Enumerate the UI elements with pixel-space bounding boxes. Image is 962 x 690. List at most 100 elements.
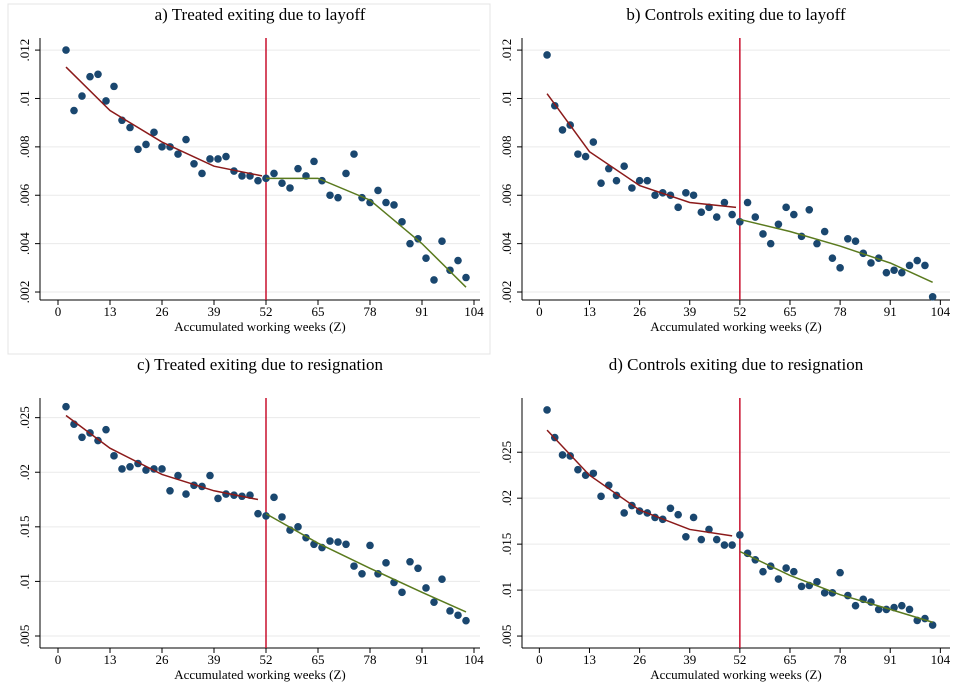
data-point — [774, 575, 783, 583]
x-tick-label: 91 — [884, 304, 897, 319]
data-point — [222, 152, 230, 161]
data-point — [728, 541, 736, 549]
x-tick-label: 13 — [583, 304, 596, 319]
x-tick-label: 78 — [364, 304, 377, 319]
data-point — [790, 210, 798, 219]
data-point — [398, 218, 406, 226]
data-point — [928, 293, 937, 301]
fit-line — [739, 550, 933, 623]
data-point — [712, 535, 721, 544]
data-point — [190, 159, 198, 168]
fit-line — [266, 177, 467, 288]
data-point — [446, 607, 454, 615]
y-tick-label: .002 — [17, 281, 32, 304]
x-tick-label: 104 — [931, 304, 951, 319]
data-point — [126, 462, 134, 471]
panel-title: c) Treated exiting due to resignation — [137, 355, 383, 374]
data-point — [574, 465, 582, 474]
data-point — [86, 72, 94, 81]
data-point — [697, 535, 706, 544]
y-tick-label: .015 — [499, 533, 514, 556]
y-tick-label: .006 — [17, 183, 32, 206]
x-axis-label: Accumulated working weeks (Z) — [174, 667, 345, 682]
data-point — [643, 176, 652, 185]
fit-line — [546, 93, 737, 209]
data-point — [238, 172, 246, 180]
x-tick-label: 26 — [633, 304, 647, 319]
data-point — [581, 471, 590, 480]
data-point — [736, 218, 744, 226]
data-point — [438, 237, 446, 246]
y-tick-label: .008 — [17, 135, 32, 158]
data-point — [398, 588, 406, 597]
data-point — [581, 152, 590, 161]
y-tick-label: .012 — [17, 39, 32, 62]
data-point — [612, 176, 621, 185]
data-point — [543, 406, 551, 414]
x-axis-label: Accumulated working weeks (Z) — [650, 319, 821, 334]
data-point — [890, 266, 898, 275]
x-tick-label: 78 — [364, 652, 377, 667]
data-point — [574, 150, 582, 158]
panel-title: a) Treated exiting due to layoff — [155, 5, 366, 24]
data-point — [382, 198, 390, 207]
data-point — [462, 616, 470, 625]
data-point — [382, 559, 390, 567]
data-point — [851, 237, 860, 246]
data-point — [720, 198, 729, 207]
data-point — [166, 486, 174, 495]
data-point — [214, 155, 222, 163]
fit-line — [546, 429, 733, 537]
data-point — [406, 557, 414, 566]
data-point — [206, 155, 214, 163]
y-tick-label: .002 — [499, 281, 514, 304]
data-point — [543, 51, 551, 59]
data-point — [682, 189, 690, 197]
y-tick-label: .02 — [17, 464, 32, 480]
x-tick-label: 52 — [733, 304, 746, 319]
data-point — [342, 169, 350, 178]
x-tick-label: 13 — [583, 652, 596, 667]
data-point — [366, 541, 374, 550]
fit-line — [739, 218, 933, 284]
x-tick-label: 39 — [683, 304, 696, 319]
data-point — [728, 210, 736, 219]
data-point — [270, 493, 278, 502]
fit-line — [65, 414, 259, 501]
x-tick-label: 0 — [55, 652, 62, 667]
y-tick-label: .015 — [17, 515, 32, 538]
data-point — [913, 256, 922, 265]
data-point — [78, 92, 86, 100]
data-point — [358, 569, 366, 578]
data-point — [206, 471, 214, 480]
data-point — [666, 504, 675, 513]
data-point — [766, 239, 775, 248]
data-point — [350, 150, 358, 158]
x-tick-label: 91 — [416, 652, 429, 667]
y-tick-label: .01 — [499, 90, 514, 106]
y-tick-label: .004 — [17, 232, 32, 255]
data-point — [651, 191, 659, 200]
fit-line — [65, 66, 263, 177]
data-point — [126, 123, 134, 132]
data-point — [813, 239, 821, 248]
data-point — [374, 186, 382, 195]
data-point — [70, 106, 78, 115]
data-point — [751, 213, 760, 221]
data-point — [182, 135, 190, 144]
data-point — [820, 227, 829, 236]
data-point — [782, 564, 790, 572]
data-point — [94, 70, 102, 79]
x-tick-label: 52 — [733, 652, 746, 667]
x-tick-label: 13 — [104, 304, 117, 319]
data-point — [597, 179, 605, 187]
y-tick-label: .012 — [499, 39, 514, 62]
x-tick-label: 39 — [683, 652, 696, 667]
x-tick-label: 104 — [464, 652, 484, 667]
panel-title: d) Controls exiting due to resignation — [609, 355, 864, 374]
y-tick-label: .01 — [17, 90, 32, 106]
data-point — [743, 549, 752, 558]
y-tick-label: .004 — [499, 232, 514, 255]
data-point — [774, 220, 783, 229]
data-point — [326, 537, 334, 545]
